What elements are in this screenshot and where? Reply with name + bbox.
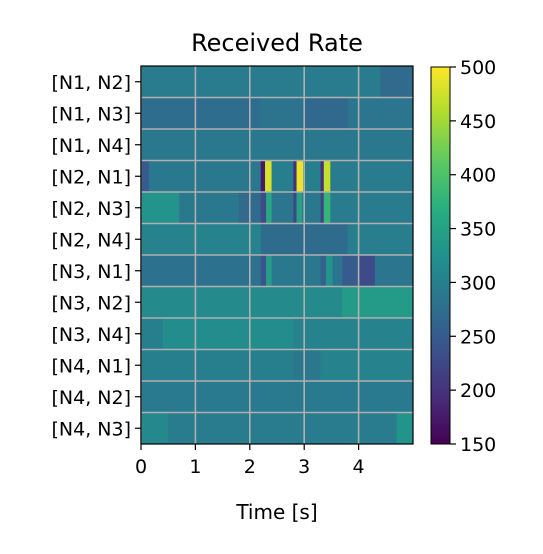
heatmap-cell [396, 412, 414, 445]
heatmap-cell [320, 160, 325, 193]
gridlines [140, 66, 413, 444]
heatmap-cell [380, 66, 414, 98]
y-tick-label: [N2, N3] [51, 198, 131, 220]
x-tick-label: 1 [189, 456, 201, 478]
heatmap-cell [304, 97, 349, 130]
x-tick-label: 3 [298, 456, 310, 478]
colorbar-tick-label: 200 [460, 380, 496, 402]
y-tick-label: [N2, N4] [51, 229, 131, 251]
colorbar [430, 66, 451, 445]
y-tick-label: [N2, N1] [51, 166, 131, 188]
y-tick-label: [N4, N1] [51, 355, 131, 377]
x-tick-label: 2 [244, 456, 256, 478]
y-tick-label: [N1, N2] [51, 72, 131, 94]
heatmap-cell [330, 160, 414, 193]
heatmap-cell [271, 192, 294, 224]
heatmap-cell [293, 192, 297, 224]
heatmap-cell [141, 160, 150, 193]
heatmap-cell [141, 192, 180, 224]
heatmap-cell [293, 318, 414, 350]
heatmap-cell [141, 255, 261, 287]
heatmap-cell [347, 97, 414, 130]
heatmap-cell [320, 349, 414, 382]
heatmap-cell [266, 192, 272, 224]
y-tick-label: [N3, N4] [51, 324, 131, 346]
heatmap-cell [141, 349, 294, 382]
heatmap-cell [374, 255, 414, 287]
colorbar-tick-label: 150 [460, 434, 496, 456]
heatmap-cell [271, 255, 321, 287]
heatmap-cell [179, 192, 240, 224]
colorbar-axis: 150 200 250 300 350 400 450 500 [450, 57, 496, 456]
heatmap-cell [141, 286, 343, 319]
heatmap-cell [141, 129, 414, 161]
heatmap-cell [342, 286, 414, 319]
heatmap-cell [141, 412, 169, 445]
x-tick-label: 0 [135, 456, 147, 478]
heatmap-cell [141, 66, 381, 98]
heatmap-cell [168, 412, 397, 445]
heatmap-cell [332, 255, 343, 287]
heatmap-cell [320, 192, 325, 224]
y-axis: [N1, N2] [N1, N3] [N1, N4] [N2, N1] [N2, N3]… [51, 72, 141, 440]
heatmap-cell [320, 255, 327, 287]
heatmap-cell [296, 192, 303, 224]
y-tick-label: [N3, N1] [51, 261, 131, 283]
heatmap-cell [293, 349, 321, 382]
chart-title: Received Rate [191, 29, 363, 57]
y-tick-label: [N1, N3] [51, 103, 131, 125]
x-axis: 0 1 2 3 4 [135, 444, 365, 478]
x-tick-label: 4 [353, 456, 365, 478]
heatmap-cell [141, 97, 261, 130]
heatmap-cell [296, 160, 304, 193]
heatmap-cell [260, 97, 305, 130]
colorbar-tick-label: 450 [460, 111, 496, 133]
heatmap-cell [265, 160, 272, 193]
heatmap-cell [330, 192, 414, 224]
heatmap-cell [149, 160, 261, 193]
y-tick-label: [N3, N2] [51, 292, 131, 314]
heatmap-cell [260, 160, 266, 193]
y-tick-label: [N4, N2] [51, 387, 131, 409]
heatmap-cell [293, 160, 297, 193]
heatmap-cell [302, 192, 321, 224]
colorbar-tick-label: 400 [460, 165, 496, 187]
heatmap-cell [260, 255, 267, 287]
colorbar-tick-label: 250 [460, 326, 496, 348]
heatmap-cell [347, 223, 414, 256]
plot-frame [140, 65, 414, 445]
heatmap-cell [162, 318, 294, 350]
heatmap-cell [342, 255, 359, 287]
heatmap-cell [303, 160, 321, 193]
heatmap-cell [141, 318, 164, 350]
x-axis-label: Time [s] [235, 500, 317, 524]
y-tick-label: [N1, N4] [51, 135, 131, 157]
heatmap-cell [323, 160, 331, 193]
heatmap-cell [260, 192, 267, 224]
y-tick-label: [N4, N3] [51, 418, 131, 440]
heatmap-cell [323, 192, 331, 224]
heatmap-cell [141, 223, 261, 256]
colorbar-tick-label: 500 [460, 57, 496, 79]
colorbar-tick-label: 350 [460, 219, 496, 241]
heatmap-cell [271, 160, 294, 193]
heatmap-cell [266, 255, 272, 287]
colorbar-tick-label: 300 [460, 272, 496, 294]
heatmap-cell [141, 381, 414, 413]
heatmap-cell [325, 255, 333, 287]
heatmap-cell [358, 255, 376, 287]
